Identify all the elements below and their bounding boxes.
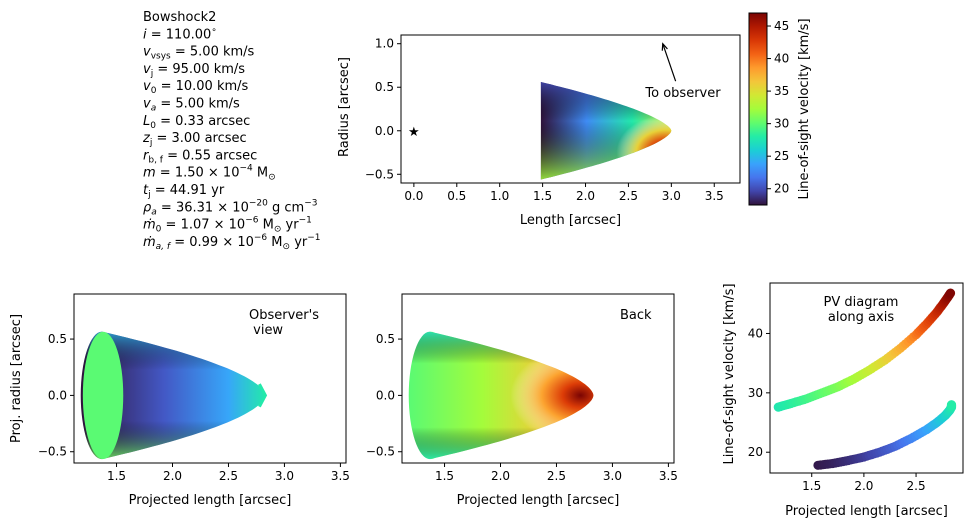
morphology-axes: [400, 34, 741, 184]
pv-point: [945, 288, 956, 298]
back-view-annotation: Back: [620, 308, 652, 323]
projected-shell-head: [408, 331, 594, 460]
colorbar-tick-label: 35: [774, 84, 789, 98]
x-tick-label: 2.0: [491, 469, 510, 483]
x-tick-label: 0.0: [404, 189, 423, 203]
x-tick-label: 3.0: [603, 469, 622, 483]
x-tick-label: 0.5: [447, 189, 466, 203]
param-line: ṁa, f​ = 0.99 × 10−6​ M⊙​ yr−1​: [143, 233, 321, 252]
param-line: L0​ = 0.33 arcsec: [143, 114, 250, 131]
param-line: tj​ = 44.91 yr: [143, 183, 225, 200]
projected-axes: [73, 293, 347, 464]
y-tick-label: −0.5: [365, 167, 394, 181]
y-tick-label: 0.0: [376, 388, 395, 402]
x-tick-label: 2.5: [619, 189, 638, 203]
observer-arrow: [662, 43, 677, 82]
param-line: ṁ0​ = 1.07 × 10−6​ M⊙​ yr−1​: [143, 216, 312, 235]
shell-tip: [258, 383, 268, 408]
y-axis-label: Line-of-sight velocity [km/s]: [722, 283, 737, 464]
x-tick-label: 3.0: [662, 189, 681, 203]
y-tick-label: −0.5: [366, 445, 395, 459]
x-axis-label: Projected length [arcsec]: [129, 493, 292, 508]
x-tick-label: 2.5: [907, 479, 926, 493]
observer-arrow-head: [661, 42, 668, 51]
open-end-ellipse: [82, 331, 124, 460]
y-tick-label: 1.0: [375, 37, 394, 51]
pv-annotation: PV diagram along axis: [824, 295, 899, 325]
projected-axes: [401, 293, 675, 464]
y-tick-label: 40: [748, 326, 763, 340]
colorbar-tick-label: 25: [774, 149, 789, 163]
x-tick-label: 2.0: [576, 189, 595, 203]
y-axis-label: Radius [arcsec]: [337, 57, 352, 157]
param-line: vj​ = 95.00 km/s: [143, 62, 245, 79]
x-tick-label: 3.5: [705, 189, 724, 203]
x-axis-label: Projected length [arcsec]: [785, 504, 948, 519]
colorbar-tick-label: 40: [774, 52, 789, 66]
colorbar-gradient: [748, 12, 768, 206]
y-tick-label: 30: [748, 386, 763, 400]
y-axis-label: Line-of-sight velocity [km/s]: [797, 18, 812, 199]
y-axis-label: Proj. radius [arcsec]: [9, 314, 24, 443]
pv-point: [946, 400, 957, 410]
colorbar-tick-label: 20: [774, 182, 789, 196]
x-tick-label: 1.5: [802, 479, 821, 493]
projected-shell-shading: [80, 331, 266, 460]
x-tick-label: 3.5: [331, 469, 350, 483]
y-tick-label: 20: [748, 445, 763, 459]
observer-view-annotation: Observer's view: [249, 308, 319, 338]
y-tick-label: 0.0: [48, 388, 67, 402]
param-line: i = 110.00∘​: [143, 25, 217, 42]
param-line: ρa​ = 36.31 × 10−20​ g cm−3​: [143, 198, 317, 217]
x-tick-label: 1.5: [435, 469, 454, 483]
x-tick-label: 3.0: [275, 469, 294, 483]
param-line: rb, f​ = 0.55 arcsec: [143, 148, 257, 165]
y-tick-label: 0.5: [376, 332, 395, 346]
y-tick-label: −0.5: [38, 445, 67, 459]
x-tick-label: 2.0: [163, 469, 182, 483]
x-tick-label: 2.5: [547, 469, 566, 483]
colorbar: 20 25 30 35 40 45 Line-of-sight velocity [km/s…: [748, 12, 812, 206]
param-line: zj​ = 3.00 arcsec: [142, 131, 247, 148]
pv-diagram-panel: 1.5 2.0 2.5 20 30 40 Projected length [arcsec]…: [722, 282, 964, 519]
bowshock-shell-head: [540, 82, 672, 180]
param-line: v0​ = 10.00 km/s: [143, 79, 249, 96]
x-tick-label: 2.0: [854, 479, 873, 493]
back-view-panel: 1.5 2.0 2.5 3.0 3.5 −0.5 0.0 0.5 Projected lengt…: [366, 293, 678, 508]
pv-axes: [769, 282, 964, 474]
param-line: vvsys​ = 5.00 km/s: [143, 45, 255, 62]
x-tick-label: 1.0: [490, 189, 509, 203]
param-line: Bowshock2: [143, 10, 216, 25]
y-tick-label: 0.0: [375, 124, 394, 138]
colorbar-tick-label: 45: [774, 19, 789, 33]
param-line: m = 1.50 × 10−4​ M⊙​: [143, 164, 276, 183]
colorbar-tick-label: 30: [774, 117, 789, 131]
observer-view-panel: 1.5 2.0 2.5 3.0 3.5 −0.5 0.0 0.5 Proj. radius [a…: [9, 293, 350, 508]
x-axis-label: Length [arcsec]: [520, 213, 621, 228]
source-star-marker: ★: [408, 125, 420, 140]
y-tick-label: 0.5: [48, 332, 67, 346]
morphology-panel: 0.0 0.5 1.0 1.5 2.0 2.5 3.0 3.5 −0.5 0.0 0.5 1.0 Len…: [337, 34, 741, 228]
x-tick-label: 1.5: [107, 469, 126, 483]
x-tick-label: 3.5: [659, 469, 678, 483]
x-tick-label: 2.5: [219, 469, 238, 483]
observer-annotation: To observer: [644, 86, 721, 101]
y-tick-label: 0.5: [375, 80, 394, 94]
x-axis-label: Projected length [arcsec]: [457, 493, 620, 508]
x-tick-label: 1.5: [533, 189, 552, 203]
param-line: va​ = 5.00 km/s: [143, 97, 240, 114]
